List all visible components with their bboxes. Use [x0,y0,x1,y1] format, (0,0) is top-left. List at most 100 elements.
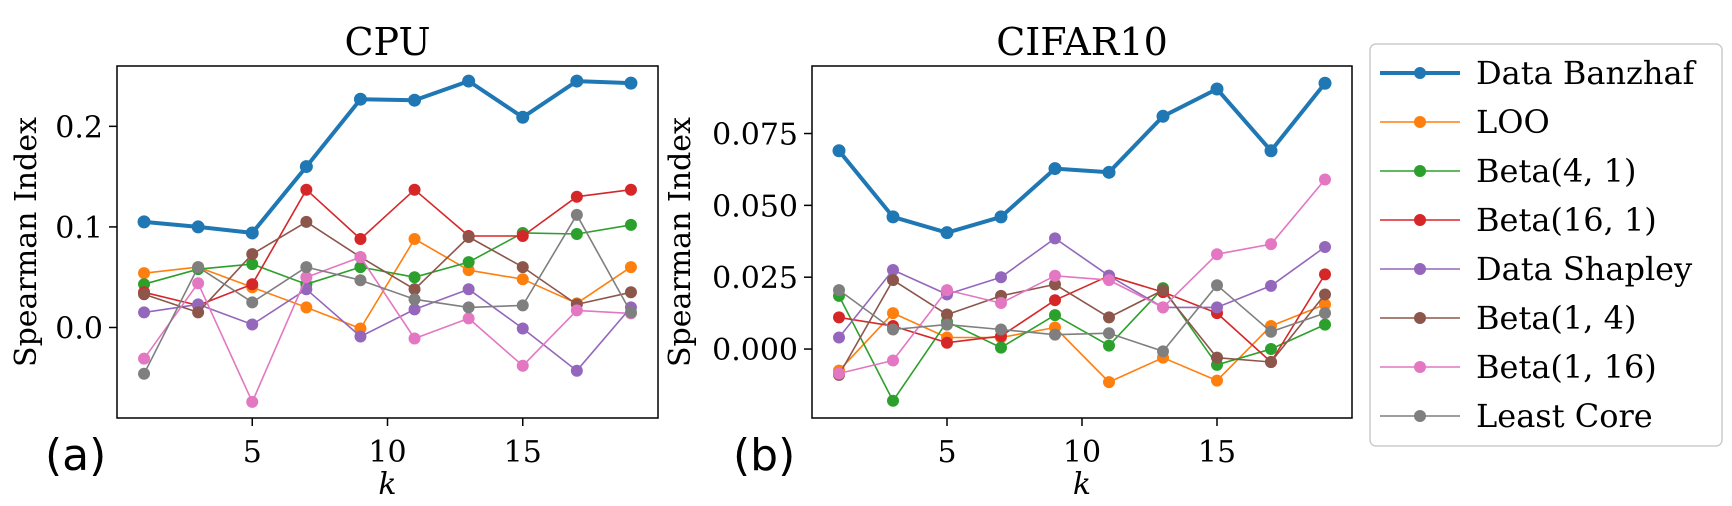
data-point [1211,374,1223,387]
data-point [138,267,151,280]
data-point [408,293,421,306]
legend-label: Beta(1, 16) [1476,348,1657,386]
data-point [516,261,529,274]
legend-item: Beta(1, 4) [1380,299,1636,337]
series-least-core [138,208,637,380]
legend-marker [1414,263,1426,275]
legend-marker [1414,361,1426,373]
data-point [1319,318,1331,331]
chart-title: CPU [344,20,430,64]
x-tick-label: 15 [1198,435,1236,470]
data-point [1049,269,1061,282]
legend-label: Beta(16, 1) [1476,201,1657,239]
legend-item: Data Shapley [1380,250,1692,288]
data-point [1049,328,1061,341]
data-point [354,274,367,287]
series-line [838,237,1326,338]
data-point [1211,248,1223,261]
data-point [570,208,583,221]
series-data-shapley [138,283,637,377]
series-line [838,284,1326,353]
data-point [1048,162,1062,176]
data-point [354,251,367,264]
data-point [887,323,899,336]
data-point [1265,325,1277,338]
series-line [838,287,1326,402]
data-point [408,303,421,316]
x-axis-label: k [1073,467,1091,502]
data-point [887,394,899,407]
series-line [837,81,1327,235]
data-point [941,336,953,349]
legend-marker [1414,214,1426,226]
data-point [516,359,529,372]
y-axis-label: Spearman Index [9,117,44,367]
data-point [995,271,1007,284]
chart-title: CIFAR10 [996,20,1168,64]
data-point [1103,327,1115,340]
series-beta-1-16 [138,251,637,408]
legend-label: LOO [1476,103,1550,141]
data-point [1264,144,1278,158]
series-line [143,214,632,375]
data-point [246,248,259,261]
data-point [192,277,205,290]
data-point [245,226,259,240]
legend-item: Beta(4, 1) [1380,152,1636,190]
data-point [941,284,953,297]
data-point [353,92,367,106]
data-point [1265,355,1277,368]
data-point [246,296,259,309]
series-beta-1-4 [833,274,1331,381]
data-point [1319,173,1331,186]
legend-label: Data Shapley [1476,250,1692,288]
x-tick-label: 15 [504,435,542,470]
data-point [516,229,529,242]
series-loo [833,298,1331,389]
panel-cifar10: CIFAR10 0.000 0.025 0.050 0.075 5 10 15 k Spearma… [663,20,1353,502]
data-point [887,307,899,320]
series-beta-1-16 [833,173,1331,380]
x-tick-label: 5 [937,435,956,470]
x-tick-label: 10 [1063,435,1101,470]
panel-label: (b) [733,430,795,481]
legend-label: Least Core [1476,397,1653,435]
data-point [1319,307,1331,320]
data-point [516,273,529,286]
data-point [300,283,313,296]
data-point [1211,351,1223,364]
data-point [1049,278,1061,291]
data-point [994,210,1008,224]
data-point [1157,284,1169,297]
data-point [246,395,259,408]
data-point [462,74,476,88]
data-point [833,311,845,324]
series-line [838,279,1326,376]
data-point [570,304,583,317]
series-line [838,178,1326,375]
panel-cpu: CPU 0.0 0.1 0.2 5 10 15 k Spearman Index (a) [9,20,659,502]
y-tick-label: 0.050 [712,189,798,224]
data-point [299,160,313,174]
data-point [192,261,205,274]
data-point [1156,109,1170,123]
data-point [1319,298,1331,311]
data-point [408,271,421,284]
data-point [887,274,899,287]
series-least-core [833,279,1331,358]
x-tick-label: 5 [243,435,262,470]
data-point [300,215,313,228]
data-point [570,227,583,240]
panel-label: (a) [45,430,106,481]
legend-marker [1414,312,1426,324]
series-data-banzhaf [832,76,1332,240]
series-line [143,188,632,307]
data-point [1211,301,1223,314]
data-point [570,364,583,377]
legend-item: Beta(16, 1) [1380,201,1657,239]
legend-label: Data Banzhaf [1476,54,1697,92]
legend-item: LOO [1380,103,1550,141]
data-point [624,261,637,274]
data-point [408,232,421,245]
